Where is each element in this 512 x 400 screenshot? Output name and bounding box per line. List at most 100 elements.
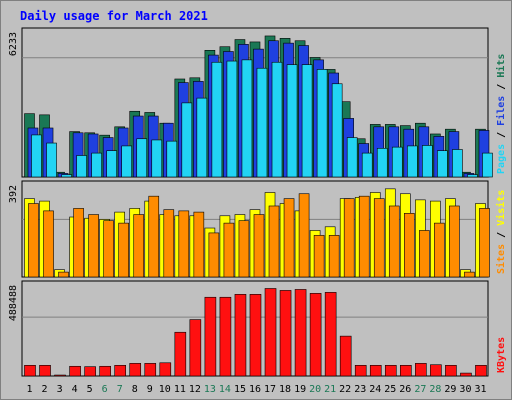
- bar-kbytes-day-29: [445, 364, 457, 377]
- day-label: 18: [279, 384, 291, 395]
- bar-kbytes-day-28: [430, 364, 442, 377]
- legend-separator: /: [496, 78, 507, 96]
- bar-pages-day-21: [331, 83, 343, 178]
- day-label: 11: [174, 384, 186, 395]
- day-label: 13: [204, 384, 216, 395]
- day-label: 20: [309, 384, 321, 395]
- bar-kbytes-day-20: [309, 293, 322, 377]
- bar-sites-day-19: [298, 193, 310, 278]
- max-value-label: 488488: [8, 285, 19, 321]
- legend: Pages / Files / Hits: [495, 54, 507, 174]
- bar-kbytes-day-14: [219, 296, 232, 377]
- panel-kbytes: 488488 KBytes: [8, 280, 507, 377]
- bar-sites-day-14: [223, 222, 235, 278]
- day-label: 16: [249, 384, 261, 395]
- day-label: 12: [189, 384, 201, 395]
- bar-kbytes-day-3: [54, 374, 66, 377]
- bar-kbytes-day-19: [294, 289, 307, 377]
- bar-kbytes-day-11: [174, 331, 187, 377]
- bar-pages-day-13: [211, 61, 223, 178]
- bar-sites-day-12: [193, 211, 205, 278]
- bar-pages-day-2: [46, 142, 57, 178]
- max-value-label: 392: [8, 185, 19, 203]
- bar-kbytes-day-17: [264, 288, 277, 377]
- bar-pages-day-16: [256, 67, 268, 178]
- bar-pages-day-8: [136, 138, 148, 178]
- bar-sites-day-8: [133, 214, 145, 278]
- bar-kbytes-day-30: [460, 372, 472, 377]
- legend: Sites / Visits: [495, 190, 507, 274]
- bar-kbytes-day-4: [69, 365, 81, 377]
- day-label: 24: [369, 384, 381, 395]
- bar-kbytes-day-16: [249, 294, 262, 377]
- bar-sites-day-29: [449, 205, 460, 278]
- day-label: 25: [384, 384, 396, 395]
- bar-pages-day-5: [91, 152, 102, 178]
- bar-pages-day-3: [61, 174, 72, 178]
- bar-kbytes-day-26: [400, 364, 412, 377]
- bar-kbytes-day-5: [84, 366, 96, 377]
- panel-hits-files-pages: 6233 Pages / Files / Hits: [8, 27, 507, 178]
- bar-pages-day-29: [452, 149, 463, 178]
- bar-kbytes-day-21: [324, 292, 337, 377]
- bar-kbytes-day-7: [114, 364, 126, 377]
- bar-sites-day-10: [163, 209, 175, 278]
- bar-pages-day-23: [361, 152, 373, 178]
- bar-kbytes-day-24: [369, 364, 382, 377]
- bar-sites-day-2: [43, 210, 54, 278]
- bar-sites-day-28: [434, 222, 445, 278]
- bar-pages-day-17: [271, 61, 283, 178]
- bar-kbytes-day-2: [39, 364, 51, 377]
- day-label: 23: [354, 384, 366, 395]
- bar-sites-day-17: [268, 205, 280, 278]
- bar-pages-day-19: [301, 64, 313, 178]
- bar-pages-day-18: [286, 64, 298, 178]
- bar-sites-day-18: [283, 198, 295, 278]
- bar-pages-day-31: [482, 152, 493, 178]
- bar-pages-day-20: [316, 69, 328, 178]
- bar-sites-day-5: [88, 214, 99, 278]
- day-label: 9: [147, 384, 153, 395]
- bar-kbytes-day-18: [279, 290, 292, 377]
- bar-pages-day-24: [376, 148, 388, 178]
- bar-pages-day-26: [407, 145, 418, 178]
- bar-pages-day-1: [31, 134, 42, 178]
- bar-sites-day-31: [479, 208, 490, 278]
- bar-pages-day-25: [391, 146, 403, 178]
- bar-pages-day-27: [422, 145, 433, 178]
- day-label: 27: [414, 384, 426, 395]
- x-axis-day-labels: 1 2 3 4 5 6 7 8 9 10 11 12 13 14 15 16 17 18 19 20 21 22 23 24 2…: [27, 384, 487, 395]
- bar-sites-day-23: [358, 195, 370, 278]
- bar-sites-day-27: [419, 230, 430, 278]
- panel-visits-sites: 392 Sites / Visits: [8, 180, 507, 278]
- bar-sites-day-25: [388, 205, 400, 278]
- bar-pages-day-7: [121, 145, 132, 178]
- bar-sites-day-13: [208, 232, 220, 278]
- day-label: 5: [87, 384, 93, 395]
- day-label: 14: [219, 384, 231, 395]
- legend-visits: Visits: [495, 190, 507, 226]
- legend-hits: Hits: [495, 54, 507, 78]
- legend-separator: /: [496, 226, 507, 244]
- bar-kbytes-day-23: [354, 364, 367, 377]
- legend-sites: Sites: [495, 244, 507, 274]
- bar-kbytes-day-25: [384, 364, 397, 377]
- bar-pages-day-22: [346, 137, 358, 178]
- bar-kbytes-day-8: [129, 363, 142, 377]
- bar-pages-day-30: [467, 174, 478, 178]
- bar-pages-day-4: [76, 155, 87, 178]
- bar-sites-day-26: [404, 213, 415, 278]
- legend-pages: Pages: [496, 144, 507, 174]
- day-label: 29: [444, 384, 456, 395]
- day-label: 15: [234, 384, 246, 395]
- bar-sites-day-21: [328, 235, 340, 278]
- day-label: 19: [294, 384, 306, 395]
- legend-files: Files: [495, 96, 507, 126]
- bar-sites-day-20: [313, 235, 325, 278]
- bar-kbytes-day-22: [339, 335, 352, 377]
- bar-sites-day-22: [343, 198, 355, 278]
- bar-sites-day-7: [118, 222, 129, 278]
- bar-pages-day-6: [106, 150, 117, 178]
- day-label: 8: [132, 384, 138, 395]
